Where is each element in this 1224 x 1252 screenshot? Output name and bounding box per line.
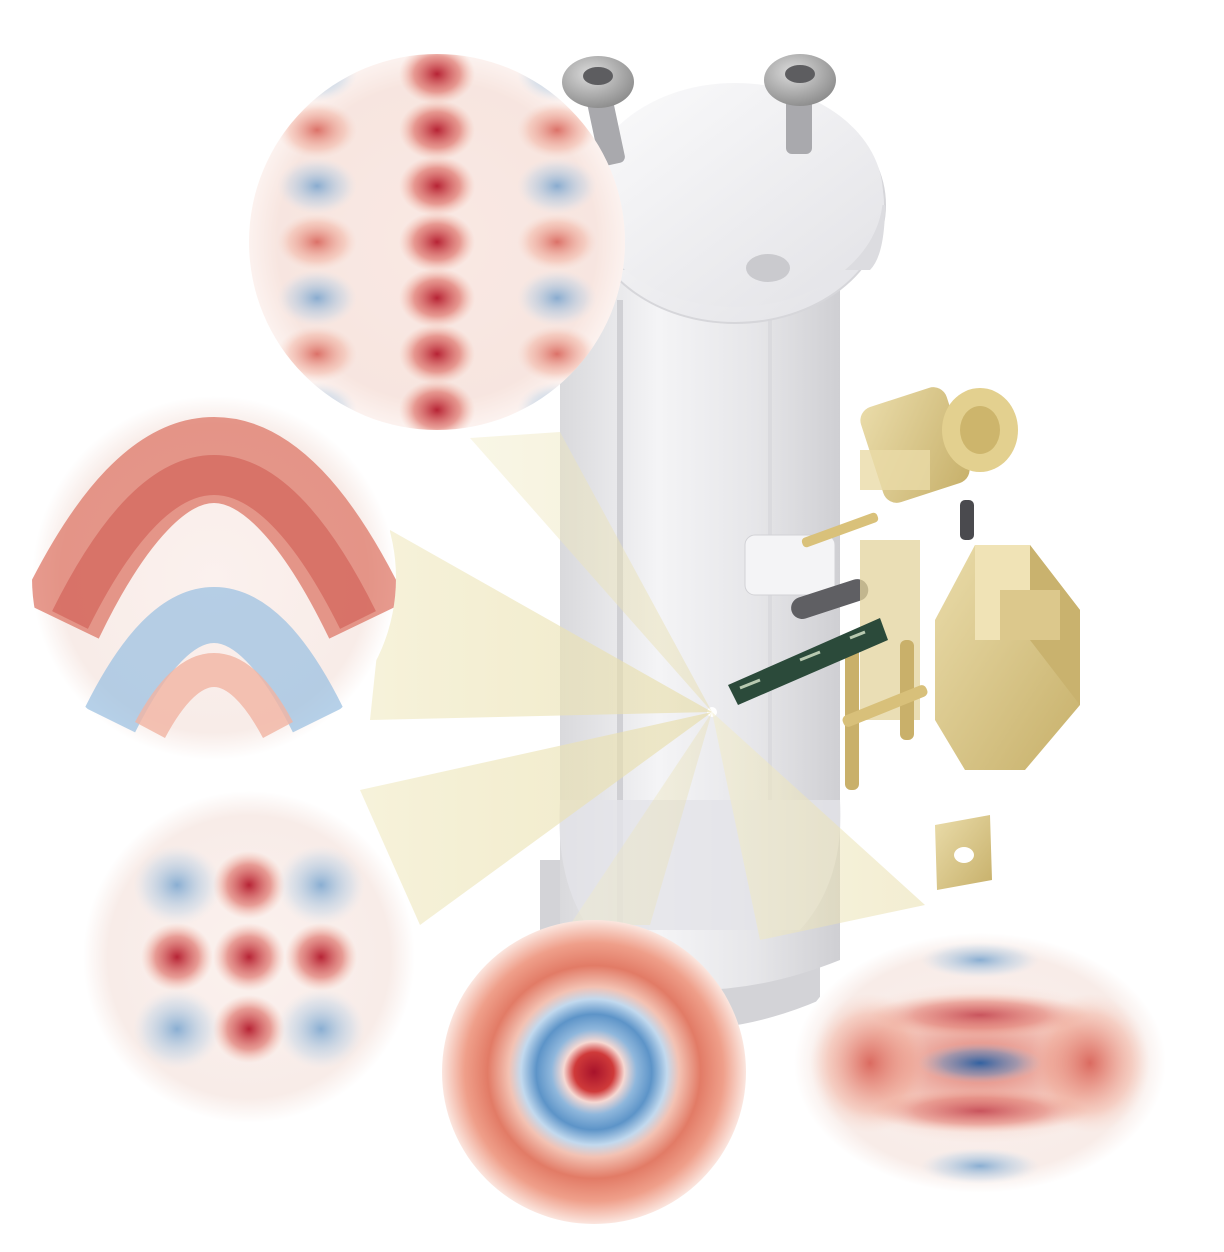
brass-coupler (801, 387, 1018, 790)
lattice-positive-peak (141, 923, 213, 991)
wigner-inset-grid-vertical (249, 54, 625, 430)
lattice-side-peak (277, 326, 357, 382)
wigner-inset-fock (442, 920, 746, 1224)
wigner-inset-cat-arc (32, 396, 396, 760)
cone-to-inset-5 (712, 712, 925, 940)
cone-to-inset-2 (370, 530, 712, 720)
lattice-peak (399, 156, 475, 216)
lattice-negative-peak (133, 845, 221, 925)
lattice-side-peak (517, 158, 597, 214)
lattice-side-peak (277, 158, 357, 214)
lattice-negative-peak (277, 989, 365, 1069)
lattice-negative-peak (277, 845, 365, 925)
lattice-positive-peak (213, 995, 285, 1063)
lattice-peak (399, 100, 475, 160)
screw-right (764, 54, 836, 154)
mounting-tab (935, 815, 992, 890)
lattice-positive-peak (213, 923, 285, 991)
wigner-inset-grid-3x3 (83, 791, 415, 1123)
chip (728, 618, 888, 705)
cone-to-inset-1 (470, 432, 712, 712)
lattice-side-peak (277, 214, 357, 270)
lattice-peak (399, 380, 475, 430)
top-plate-hole (746, 254, 790, 282)
lattice-side-peak (277, 102, 357, 158)
lattice-peak (399, 268, 475, 328)
lattice-side-peak (517, 102, 597, 158)
lattice-peak (399, 324, 475, 384)
lattice-positive-peak (285, 923, 357, 991)
lattice-positive-peak (213, 851, 285, 919)
light-cones (360, 432, 925, 940)
lattice-negative-peak (133, 989, 221, 1069)
lattice-peak (399, 54, 475, 104)
brass-box (935, 545, 1080, 770)
lattice-peak (399, 212, 475, 272)
cone-to-inset-4 (570, 712, 712, 925)
lattice-side-peak (277, 54, 357, 102)
lattice-side-peak (517, 270, 597, 326)
lattice-side-peak (277, 270, 357, 326)
cone-to-inset-3 (360, 712, 712, 925)
wigner-inset-squeezed (794, 933, 1166, 1193)
lattice-side-peak (517, 214, 597, 270)
